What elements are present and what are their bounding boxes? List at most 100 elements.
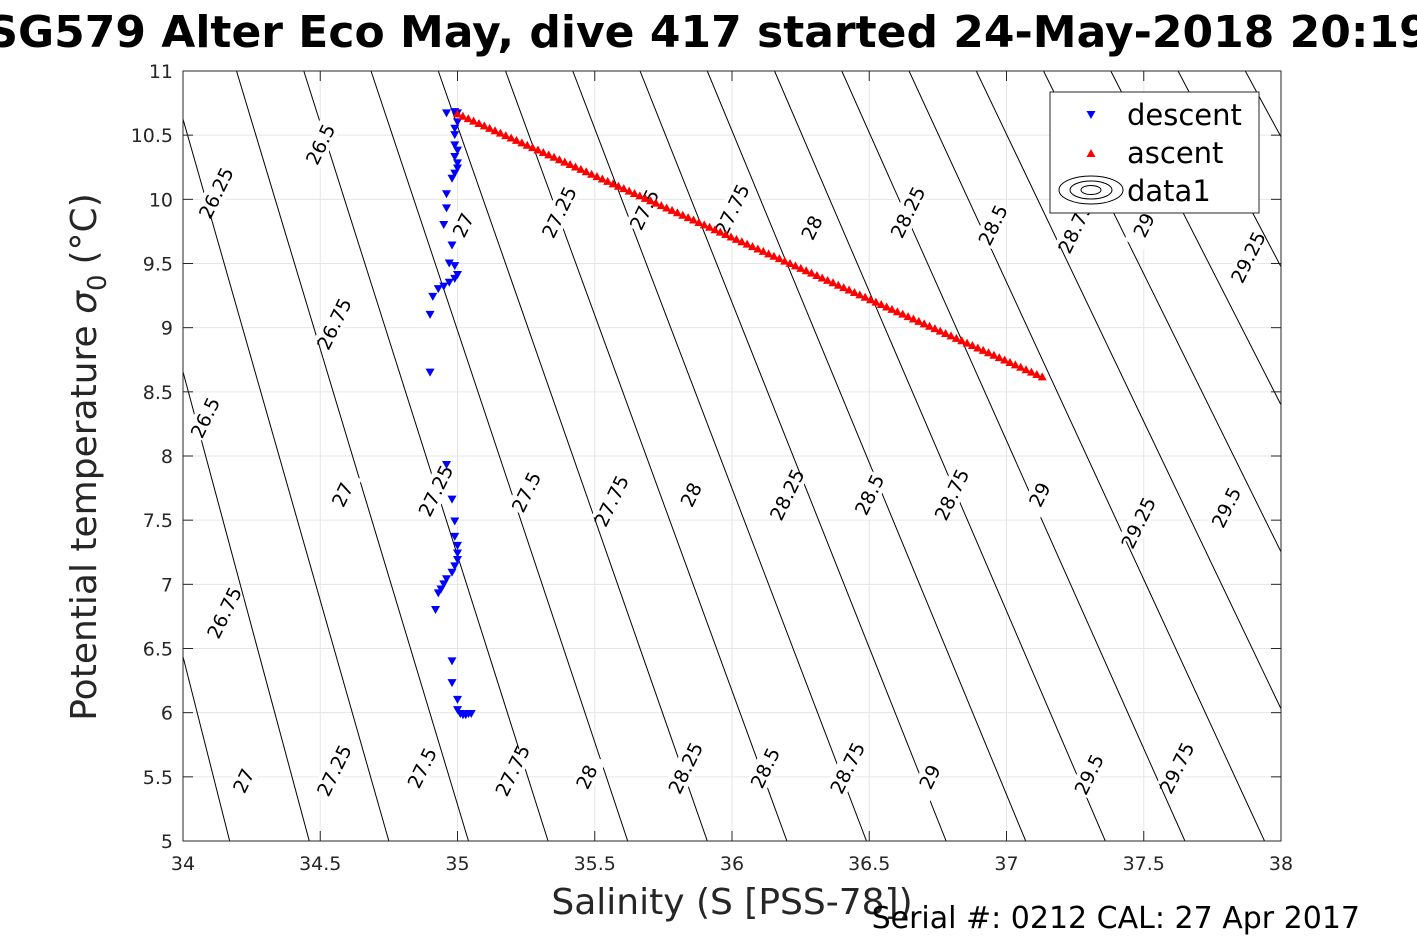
contour-line — [505, 71, 788, 841]
contour-label-bg — [402, 743, 442, 793]
descent-point — [450, 562, 460, 571]
contour-label-bg — [314, 299, 354, 349]
ascent-point — [683, 213, 693, 222]
descent-point — [442, 109, 452, 118]
contour-label-bg — [591, 476, 631, 526]
contour-label-bg — [185, 392, 225, 443]
descent-point — [447, 241, 457, 250]
legend-ascent-label: ascent — [1127, 136, 1223, 170]
contour-line — [303, 71, 549, 841]
ascent-point — [656, 201, 666, 210]
y-tick-label: 8 — [161, 446, 173, 468]
descent-point — [450, 169, 460, 178]
ascent-point — [699, 220, 709, 229]
ascent-point — [672, 208, 682, 217]
y-axis-ticks: 5 5.5 6 6.5 7 7.5 8 8.5 9 9.5 10 10.5 11 — [131, 61, 1281, 853]
descent-point — [453, 164, 462, 173]
descent-point — [450, 152, 460, 161]
ascent-point — [887, 304, 897, 313]
ascent-point — [817, 273, 827, 282]
x-axis-label: Salinity (S [PSS-78]) — [551, 882, 912, 923]
ascent-point — [764, 249, 774, 258]
ascent-point — [849, 287, 859, 296]
ascent-point — [957, 336, 967, 345]
descent-point — [431, 606, 441, 614]
contour-label-bg — [300, 119, 340, 169]
ascent-point — [506, 133, 516, 142]
contour-label-bg — [1118, 498, 1158, 548]
ascent-point — [919, 319, 929, 328]
ascent-point — [490, 126, 500, 135]
legend: descent ascent data1 — [1049, 91, 1260, 214]
ascent-series — [453, 109, 1047, 381]
x-tick-label: 37.5 — [1123, 853, 1165, 875]
y-tick-label: 6.5 — [143, 639, 173, 661]
ascent-point — [1026, 367, 1036, 376]
legend-ascent-marker — [1086, 149, 1096, 157]
ascent-point — [522, 140, 532, 149]
y-tick-label: 6 — [161, 703, 173, 725]
descent-point — [447, 657, 457, 666]
contour-label-bg — [416, 466, 456, 516]
ascent-point — [597, 174, 607, 183]
descent-point — [447, 568, 457, 577]
contour-line — [774, 71, 1106, 841]
ascent-point — [538, 147, 548, 156]
ascent-point — [989, 350, 999, 359]
ascent-point — [941, 328, 951, 337]
legend-contour-label: data1 — [1127, 174, 1211, 208]
descent-point — [453, 541, 462, 550]
contour-line — [706, 71, 1027, 841]
contour-label-bg — [671, 469, 711, 520]
ascent-point — [710, 225, 720, 234]
ascent-point — [742, 239, 752, 248]
descent-point — [442, 575, 452, 584]
ascent-point — [967, 341, 977, 350]
ascent-point — [801, 266, 811, 275]
ascent-point — [689, 215, 699, 224]
contour-label-bg — [204, 587, 244, 638]
ascent-point — [613, 181, 623, 190]
ascent-point — [667, 205, 677, 214]
legend-box — [1049, 91, 1260, 214]
descent-point — [433, 589, 443, 598]
contour-label-bg — [1228, 232, 1268, 282]
y-tick-label: 5.5 — [143, 767, 173, 789]
y-tick-label: 7 — [161, 574, 173, 596]
ascent-point — [453, 109, 462, 118]
descent-point — [466, 709, 476, 718]
ascent-point — [962, 338, 972, 347]
x-tick-label: 34 — [171, 853, 195, 875]
y-axis-label-symbol: σ — [64, 290, 105, 314]
ascent-point — [630, 188, 640, 197]
ascent-point — [876, 300, 886, 309]
contour-label-bg — [827, 743, 867, 793]
ascent-point — [1005, 357, 1015, 366]
ascent-point — [603, 176, 613, 185]
y-axis-label-main: Potential temperature — [64, 325, 105, 720]
ascent-point — [592, 172, 602, 181]
descent-point — [442, 460, 452, 469]
contour-label-bg — [745, 743, 785, 793]
ascent-point — [796, 263, 806, 272]
x-tick-label: 34.5 — [299, 853, 341, 875]
ascent-point — [1032, 370, 1042, 379]
contour-line — [183, 369, 310, 841]
serial-cal-footer: Serial #: 0212 CAL: 27 Apr 2017 — [872, 901, 1360, 936]
ascent-point — [463, 114, 473, 123]
contour-label-bg — [888, 187, 928, 237]
ascent-point — [469, 116, 479, 125]
descent-series — [425, 108, 476, 720]
contour-label-bg — [1206, 482, 1246, 532]
ascent-point — [619, 184, 629, 193]
descent-point — [453, 146, 462, 155]
ascent-point — [828, 278, 838, 287]
descent-point — [450, 274, 460, 283]
contour-line — [437, 71, 708, 841]
y-axis-label-unit: (°C) — [64, 193, 105, 264]
ascent-point — [866, 295, 876, 304]
ascent-point — [823, 275, 833, 284]
ascent-point — [871, 297, 881, 306]
contour-line — [841, 71, 1186, 841]
